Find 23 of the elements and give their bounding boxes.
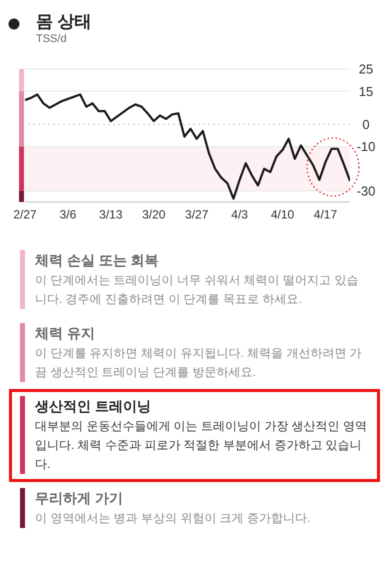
x-tick-label: 3/13 bbox=[99, 208, 123, 222]
text: 체력 손실 또는 회복 bbox=[35, 251, 160, 270]
x-tick-label: 2/27 bbox=[13, 208, 37, 222]
y-tick-label: 25 bbox=[358, 62, 374, 77]
y-tick-label: -30 bbox=[356, 184, 376, 199]
x-tick-label: 4/3 bbox=[231, 208, 248, 222]
chart-title: 몸 상태 bbox=[36, 11, 92, 33]
text: 이 영역에서는 병과 부상의 위험이 크게 증가합니다. bbox=[35, 510, 310, 527]
text: 대부분의 운동선수들에게 이는 트레이닝이 가장 생산적인 영역입니다. 체력 수준과 피로가 적절한 부분에서 증가하고 있습니다. bbox=[35, 418, 368, 473]
y-tick-label: -10 bbox=[356, 139, 376, 154]
x-tick-label: 4/17 bbox=[314, 208, 338, 222]
text: 생산적인 트레이닝 bbox=[35, 397, 152, 416]
text: 체력 유지 bbox=[35, 324, 96, 343]
text: 이 단계를 유지하면 체력이 유지됩니다. 체력을 개선하려면 가끔 생산적인 트레이닝 단계를 방문하세요. bbox=[35, 345, 363, 381]
x-tick-label: 3/6 bbox=[60, 208, 77, 222]
y-tick-label: 0 bbox=[362, 117, 370, 132]
text: 이 단계에서는 트레이닝이 너무 쉬워서 체력이 떨어지고 있습니다. 경주에 진출하려면 이 단계를 목표로 하세요. bbox=[35, 272, 360, 308]
x-tick-label: 3/27 bbox=[185, 208, 209, 222]
x-tick-label: 3/20 bbox=[142, 208, 166, 222]
text: 무리하게 가기 bbox=[35, 489, 124, 508]
y-tick-label: 15 bbox=[358, 84, 374, 99]
x-tick-label: 4/10 bbox=[270, 208, 295, 222]
chart-subtitle: TSS/d bbox=[36, 33, 67, 45]
